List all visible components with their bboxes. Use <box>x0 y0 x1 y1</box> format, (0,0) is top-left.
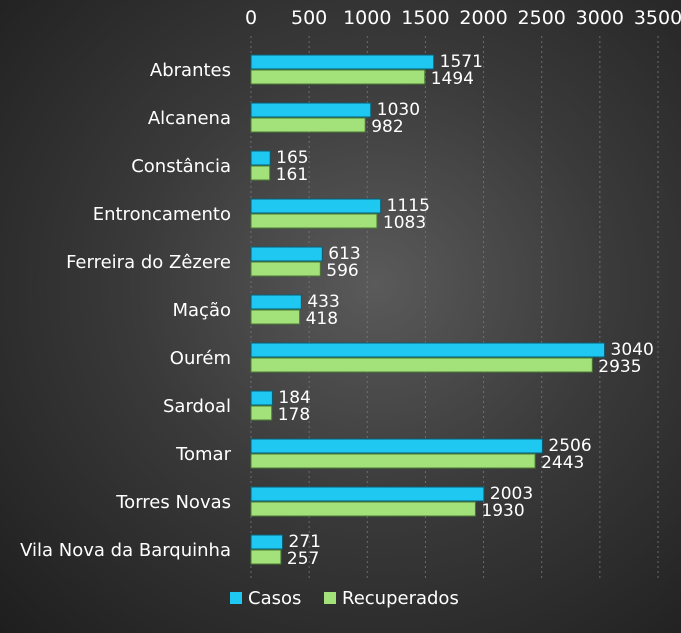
x-tick-label: 500 <box>291 7 327 29</box>
data-label-casos: 1030 <box>377 100 420 120</box>
category-label: Vila Nova da Barquinha <box>20 540 231 561</box>
x-tick-label: 0 <box>245 7 257 29</box>
bar-recuperados <box>250 261 321 277</box>
x-tick-label: 1000 <box>343 7 391 29</box>
bar-recuperados <box>250 69 426 85</box>
x-tick-label: 2500 <box>518 7 566 29</box>
data-label-recuperados: 1083 <box>383 213 426 233</box>
x-axis-tick-labels: 0 500 1000 1500 2000 2500 3000 3500 <box>245 7 681 29</box>
legend: Casos Recuperados <box>230 588 459 609</box>
category-label: Tomar <box>175 444 232 465</box>
category-label: Sardoal <box>163 396 231 417</box>
data-label-casos: 165 <box>276 148 308 168</box>
bar-recuperados <box>250 117 366 133</box>
bar-casos <box>250 150 271 166</box>
legend-label: Recuperados <box>342 588 459 609</box>
bar-casos <box>250 246 323 262</box>
data-label-recuperados: 418 <box>306 309 338 329</box>
data-label-casos: 184 <box>278 388 310 408</box>
bar-recuperados <box>250 309 301 325</box>
data-label-recuperados: 178 <box>278 405 310 425</box>
bar-recuperados <box>250 213 378 229</box>
category-label: Abrantes <box>150 60 231 81</box>
category-label: Constância <box>131 156 231 177</box>
category-label: Alcanena <box>148 108 231 129</box>
data-label-recuperados: 2935 <box>598 357 641 377</box>
bar-casos <box>250 54 435 70</box>
data-label-casos: 2506 <box>548 436 591 456</box>
category-label: Entroncamento <box>93 204 231 225</box>
legend-label: Casos <box>248 588 301 609</box>
data-label-recuperados: 257 <box>287 549 319 569</box>
bar-recuperados <box>250 453 536 469</box>
bar-recuperados <box>250 357 593 373</box>
category-label: Ferreira do Zêzere <box>66 252 231 273</box>
x-tick-label: 2000 <box>459 7 507 29</box>
category-label: Torres Novas <box>115 492 231 513</box>
data-label-casos: 433 <box>307 292 339 312</box>
data-label-casos: 613 <box>328 244 360 264</box>
data-label-casos: 2003 <box>490 484 533 504</box>
bar-casos <box>250 102 372 118</box>
data-label-casos: 1115 <box>387 196 430 216</box>
data-label-recuperados: 2443 <box>541 453 584 473</box>
bar-casos <box>250 486 485 502</box>
bar-recuperados <box>250 405 273 421</box>
data-label-recuperados: 596 <box>326 261 358 281</box>
bar-casos <box>250 438 543 454</box>
legend-swatch <box>324 592 336 604</box>
data-label-recuperados: 1930 <box>481 501 524 521</box>
x-tick-label: 3000 <box>576 7 624 29</box>
category-labels: Abrantes Alcanena Constância Entroncamento F… <box>20 60 231 561</box>
category-label: Mação <box>173 300 232 321</box>
data-label-casos: 3040 <box>611 340 654 360</box>
data-label-casos: 271 <box>289 532 321 552</box>
x-tick-label: 1500 <box>401 7 449 29</box>
bar-casos <box>250 390 273 406</box>
data-label-recuperados: 1494 <box>431 69 474 89</box>
bar-casos <box>250 534 284 550</box>
bar-recuperados <box>250 549 282 565</box>
bar-recuperados <box>250 501 476 517</box>
bar-casos <box>250 198 382 214</box>
bar-casos <box>250 294 302 310</box>
bar-recuperados <box>250 165 271 181</box>
x-tick-label: 3500 <box>634 7 681 29</box>
bar-casos <box>250 342 606 358</box>
legend-swatch <box>230 592 242 604</box>
data-label-recuperados: 982 <box>371 117 403 137</box>
category-label: Ourém <box>170 348 231 369</box>
data-label-casos: 1571 <box>440 52 483 72</box>
data-label-recuperados: 161 <box>276 165 308 185</box>
